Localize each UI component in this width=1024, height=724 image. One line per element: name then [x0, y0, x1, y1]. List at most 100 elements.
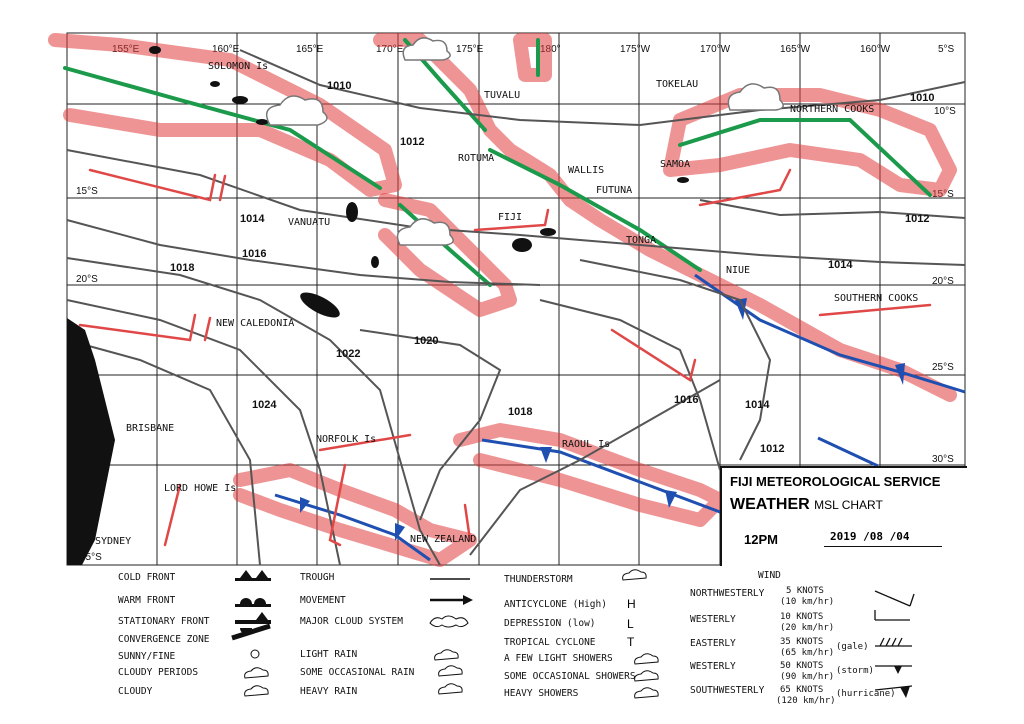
isobar-label: 1014: [745, 399, 770, 411]
legend: COLD FRONT WARM FRONT STATIONARY FRONT C…: [110, 568, 970, 718]
legend-speed: 10 KNOTS: [780, 612, 824, 622]
legend-depression: DEPRESSION (low): [504, 618, 596, 629]
legend-thunderstorm: THUNDERSTORM: [504, 574, 573, 585]
legend-wind-nw: NORTHWESTERLY: [690, 588, 765, 599]
isobar-label: 1010: [327, 80, 351, 92]
place-tokelau: TOKELAU: [656, 79, 698, 90]
isobar-label: 1012: [400, 136, 424, 148]
place-new-zealand: NEW ZEALAND: [410, 534, 476, 545]
lon-label: 170°W: [700, 44, 731, 55]
legend-light-rain: LIGHT RAIN: [300, 649, 358, 660]
chart-title-main: WEATHER: [730, 496, 810, 513]
place-fiji: FIJI: [498, 212, 522, 223]
legend-trough: TROUGH: [300, 572, 335, 583]
legend-speed: (10 km/hr): [780, 597, 835, 607]
legend-cloudy: CLOUDY: [118, 686, 153, 697]
lon-label: 175°W: [620, 44, 651, 55]
place-tonga: TONGA: [626, 235, 656, 246]
legend-sunny: SUNNY/FINE: [118, 651, 176, 662]
isobar-label: 1020: [414, 335, 438, 347]
legend-warm-front: WARM FRONT: [118, 595, 176, 606]
cold-fronts: [274, 273, 966, 562]
isobar-labels: 1010 1010 1012 1012 1014 1014 1014 1016 …: [170, 80, 934, 455]
samoa-land: [677, 177, 689, 183]
place-raoul: RAOUL Is: [562, 439, 610, 450]
vanuatu-land: [346, 202, 358, 222]
legend-speed: 35 KNOTS: [780, 637, 824, 647]
chart-title: WEATHER MSL CHART: [730, 496, 883, 514]
legend-speed: (20 km/hr): [780, 623, 835, 633]
convergence-zones: [63, 38, 932, 287]
place-northern-cooks: NORTHERN COOKS: [790, 104, 874, 115]
isobar-lines: [66, 49, 966, 566]
svg-text:T: T: [627, 635, 635, 649]
svg-text:L: L: [627, 617, 634, 631]
legend-note-gale: (gale): [836, 642, 869, 652]
place-niue: NIUE: [726, 265, 750, 276]
isobar-label: 1014: [240, 213, 265, 225]
lon-label: 165°W: [780, 44, 811, 55]
legend-cold-front: COLD FRONT: [118, 572, 176, 583]
cloud-symbols: [265, 37, 784, 246]
place-new-caledonia: NEW CALEDONIA: [216, 318, 294, 329]
lat-label: 25°S: [932, 362, 954, 373]
lat-label: 30°S: [932, 454, 954, 465]
isobar-label: 1018: [508, 406, 532, 418]
legend-heavy-rain: HEAVY RAIN: [300, 686, 358, 697]
place-labels: SOLOMON Is TUVALU TOKELAU NORTHERN COOKS…: [95, 61, 918, 547]
isobar-label: 1018: [170, 262, 194, 274]
legend-speed: 5 KNOTS: [786, 586, 824, 596]
place-vanuatu: VANUATU: [288, 217, 330, 228]
lat-label: 10°S: [934, 106, 956, 117]
cold-front-barbs: [300, 298, 905, 541]
legend-wind-sw: SOUTHWESTERLY: [690, 685, 765, 696]
legend-convergence-zone: CONVERGENCE ZONE: [118, 634, 210, 645]
isobar-label: 1016: [674, 394, 698, 406]
weather-symbols-icon: H L T: [622, 569, 659, 699]
fiji-land: [512, 238, 532, 252]
isobar-label: 1010: [910, 92, 934, 104]
lon-label: 175°E: [456, 44, 484, 55]
place-lord-howe: LORD HOWE Is: [164, 483, 236, 494]
lat-label: 20°S: [932, 276, 954, 287]
lon-label: 160°W: [860, 44, 891, 55]
place-sydney: SYDNEY: [95, 536, 131, 547]
org-name: FIJI METEOROLOGICAL SERVICE: [730, 474, 941, 489]
land-masses: [67, 46, 689, 565]
legend-wind-w2: WESTERLY: [690, 661, 736, 672]
legend-occasional-rain: SOME OCCASIONAL RAIN: [300, 667, 415, 678]
australia-land: [67, 318, 115, 565]
place-norfolk: NORFOLK Is: [316, 434, 376, 445]
legend-wind-e: EASTERLY: [690, 638, 736, 649]
new-caledonia-land: [300, 292, 340, 318]
isobar-label: 1014: [828, 259, 853, 271]
wind-barb-symbols-icon: [874, 590, 915, 698]
legend-tropical-cyclone: TROPICAL CYCLONE: [504, 637, 596, 648]
date-underline: [824, 546, 942, 547]
lat-label: 35°S: [80, 552, 102, 563]
legend-light-showers: A FEW LIGHT SHOWERS: [504, 653, 613, 664]
place-tuvalu: TUVALU: [484, 90, 520, 101]
legend-cloudy-periods: CLOUDY PERIODS: [118, 667, 199, 678]
place-wallis: WALLIS: [568, 165, 604, 176]
legend-heavy-showers: HEAVY SHOWERS: [504, 688, 579, 699]
lon-label: 165°E: [296, 44, 324, 55]
isobar-label: 1012: [905, 213, 929, 225]
legend-anticyclone: ANTICYCLONE (High): [504, 599, 607, 610]
legend-occasional-showers: SOME OCCASIONAL SHOWERS: [504, 671, 636, 682]
legend-note-storm: (storm): [836, 666, 874, 676]
chart-time: 12PM: [744, 532, 778, 547]
chart-title-sub: MSL CHART: [814, 498, 883, 512]
lat-label: 15°S: [76, 186, 98, 197]
lon-label: 170°E: [376, 44, 404, 55]
legend-note-hurricane: (hurricane): [836, 689, 896, 699]
legend-speed: 50 KNOTS: [780, 661, 824, 671]
wind-barbs: [78, 168, 932, 547]
legend-speed: (120 km/hr): [776, 696, 836, 706]
legend-speed: 65 KNOTS: [780, 685, 824, 695]
front-symbols-icon: [231, 570, 271, 697]
chart-title-block: FIJI METEOROLOGICAL SERVICE WEATHER MSL …: [720, 466, 967, 566]
isobar-label: 1022: [336, 348, 360, 360]
place-solomon: SOLOMON Is: [208, 61, 268, 72]
